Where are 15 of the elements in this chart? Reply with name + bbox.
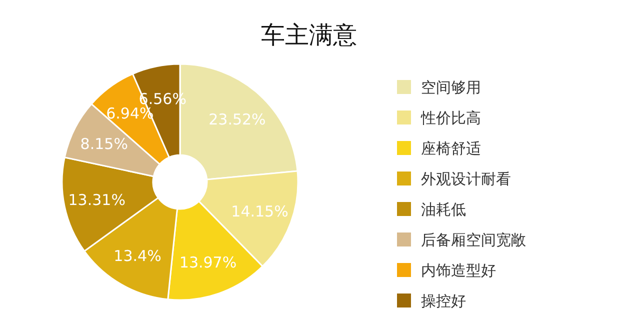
chart-title: 车主满意	[261, 21, 357, 49]
data-label: 14.15%	[231, 202, 288, 221]
legend-label: 座椅舒适	[421, 139, 481, 158]
data-label: 13.4%	[114, 246, 162, 265]
legend-label: 性价比高	[420, 108, 481, 127]
legend-label: 后备厢空间宽敞	[421, 230, 526, 249]
data-label: 23.52%	[208, 110, 266, 128]
legend-label: 空间够用	[421, 78, 481, 96]
data-label: 13.31%	[68, 190, 126, 209]
legend-label: 油耗低	[421, 200, 466, 218]
legend-label: 内饰造型好	[421, 261, 496, 280]
data-label: 8.15%	[80, 135, 128, 154]
legend-label: 外观设计耐看	[421, 170, 511, 188]
data-label: 13.97%	[179, 253, 237, 272]
legend-label: 操控好	[421, 292, 466, 310]
